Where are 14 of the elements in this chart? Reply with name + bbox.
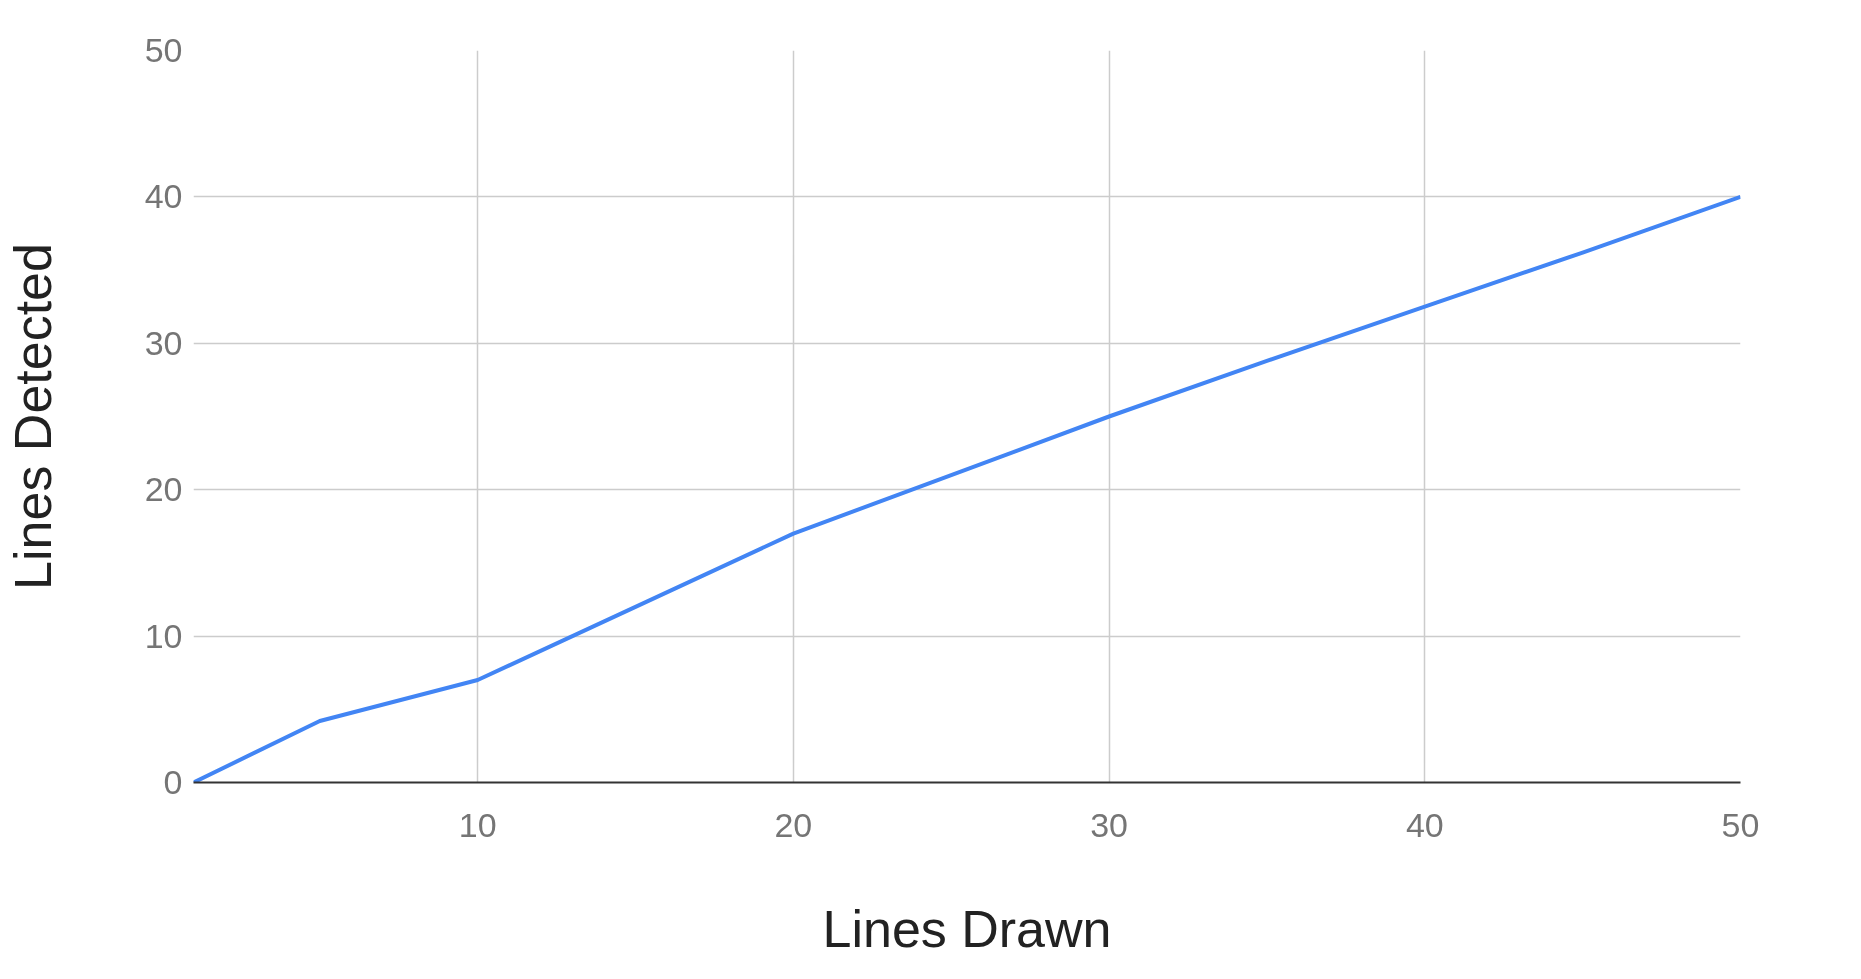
line-series	[193, 194, 1741, 783]
y-tick-label: 20	[144, 470, 183, 509]
y-tick-label: 30	[144, 323, 183, 362]
x-tick-label: 50	[1721, 805, 1760, 844]
y-axis-title: Lines Detected	[3, 243, 62, 590]
y-tick-label: 10	[144, 616, 183, 655]
x-tick-label: 10	[458, 805, 497, 844]
x-tick-label: 40	[1405, 805, 1444, 844]
y-tick-label: 40	[144, 177, 183, 216]
y-tick-label: 0	[163, 763, 183, 801]
x-axis-title: Lines Drawn	[822, 899, 1112, 958]
x-tick-label: 20	[774, 805, 813, 844]
x-tick-label: 30	[1090, 805, 1128, 844]
y-tick-label: 50	[144, 31, 183, 69]
